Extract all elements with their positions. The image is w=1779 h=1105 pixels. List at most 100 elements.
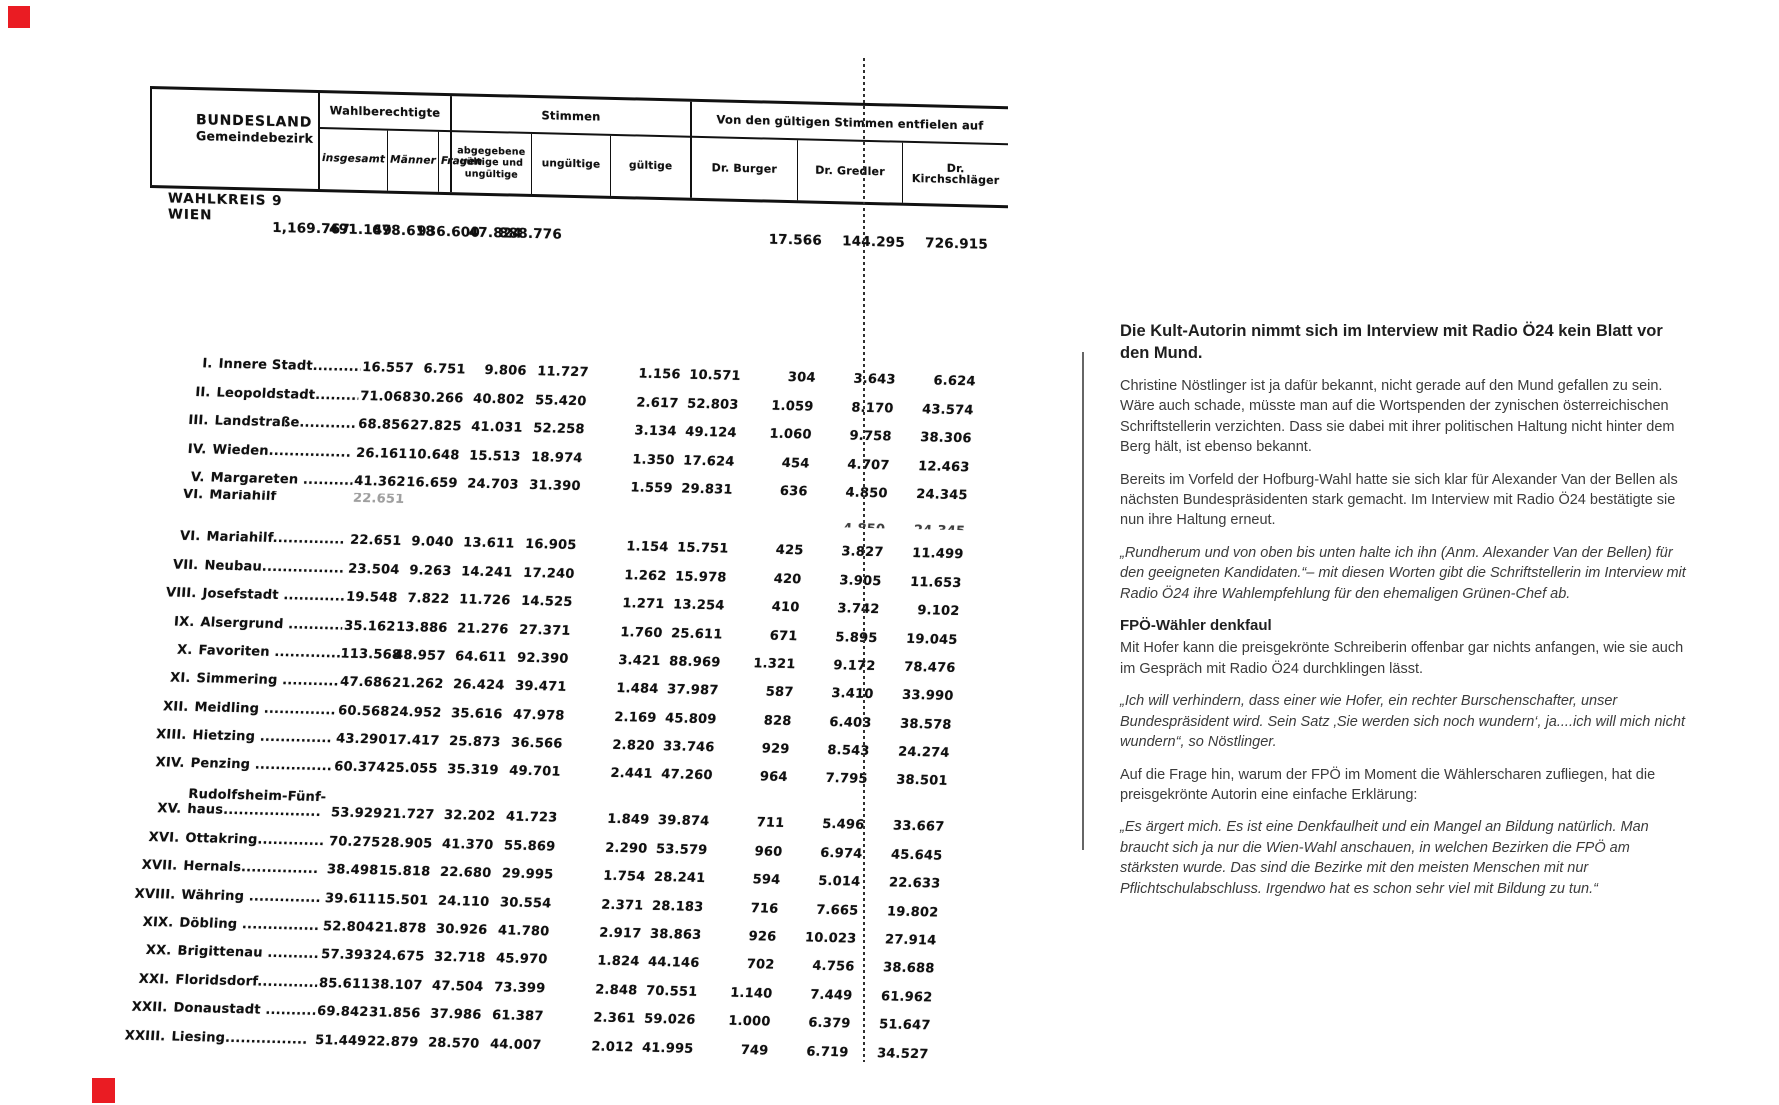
value-cell: 31.390 [528,477,582,495]
value-cell: 410 [771,599,800,616]
value-cell: 15.513 [468,448,522,465]
value-cell: 52.803 [686,396,740,413]
header-col-ungueltige: ungültige [530,133,611,196]
value-cell: 3.421 [617,652,662,669]
article-paragraphs: Christine Nöstlinger ist ja dafür bekann… [1120,376,1686,899]
value-cell: 25.611 [670,625,724,642]
value-cell: 64.611 [454,649,508,666]
value-cell: 7.449 [809,987,853,1004]
value-cell: 27.371 [518,622,572,639]
value-cell: 8.543 [826,743,871,760]
value-cell: 28.241 [653,870,706,887]
value-cell: 28.183 [651,898,704,915]
value-cell: 28.570 [427,1035,480,1052]
article-subheading: FPÖ-Wähler denkfaul [1120,617,1272,635]
value-cell: 3.410 [830,686,875,703]
value-cell: 7.665 [815,902,859,919]
header-group-kandidaten: Von den gültigen Stimmen entfielen auf D… [690,101,1009,206]
value-cell: 45.645 [890,847,943,864]
value-cell: 9.263 [408,562,452,579]
value-cell: 39.611 [324,890,377,907]
article-paragraph: Mit Hofer kann die preisgekrönte Schreib… [1120,640,1684,677]
district-number: VI. [179,529,201,545]
value-cell: 1.754 [602,868,646,885]
value-cell: 69.842 [316,1004,369,1021]
article-column: Die Kult-Autorin nimmt sich im Interview… [1120,320,1686,911]
value-cell: 6.379 [807,1015,851,1032]
value-cell: 41.362 [353,473,407,490]
header-group-stimmen: Stimmen abgegebene gültige und ungültige… [450,96,691,198]
value-cell: 1.140 [729,985,773,1002]
value-cell: 33.990 [901,688,955,705]
value-cell: 40.802 [472,391,526,408]
value-cell: 13.254 [672,597,725,614]
value-cell: 15.818 [378,863,431,880]
district-number: XVII. [141,858,178,874]
article-heading: Die Kult-Autorin nimmt sich im Interview… [1120,322,1663,362]
district-number: XIV. [155,755,186,772]
header-col-gueltige: gültige [610,135,691,198]
header-group2-title: Stimmen [452,96,690,138]
value-cell: 304 [787,370,817,387]
value-cell: 5.895 [834,629,879,646]
value-cell: 14.241 [460,564,513,581]
value-cell: 38.306 [919,430,973,447]
value-cell: 59.026 [643,1011,696,1029]
value-cell: 32.202 [443,808,496,825]
table-header: BUNDESLAND Gemeindebezirk Wahlberechtigt… [150,86,1009,209]
value-cell: 41.370 [441,836,494,853]
article-left-rule [1082,352,1084,850]
value-cell: 1.824 [596,953,640,970]
district-name: Liesing................ [170,1029,308,1048]
value-cell: 33.746 [662,739,716,756]
value-cell: 420 [773,571,802,588]
value-cell: 113.568 [339,646,402,663]
header-col-dr-kirchschlaeger: Dr. Kirchschläger [902,142,1009,206]
summary-value: 888.776 [499,225,562,243]
article-paragraph: „Es ärgert mich. Es ist eine Denkfaulhei… [1120,819,1649,897]
value-cell: 48.957 [393,647,447,664]
value-cell: 1.156 [637,366,682,383]
value-cell: 18.974 [530,449,584,466]
value-cell: 70.551 [645,983,698,1000]
value-cell: 10.648 [407,446,461,463]
value-cell: 71.068 [359,388,413,405]
district-number: XVIII. [134,886,176,903]
value-cell: 1.321 [752,656,797,673]
header-col-dr-burger: Dr. Burger [711,161,778,177]
red-marker-top-left [8,6,30,28]
value-cell: 22.633 [888,875,941,892]
value-cell: 26.424 [452,677,506,694]
value-cell: 28.905 [380,835,433,852]
value-cell: 1.000 [727,1013,771,1030]
value-cell: 454 [781,455,811,472]
value-cell: 44.007 [489,1036,542,1053]
value-cell: 2.617 [635,395,680,412]
value-cell: 47.260 [660,767,714,784]
value-cell: 38.578 [899,716,953,733]
district-number: VII. [172,557,199,573]
district-rows: I. Innere Stadt.......... 16.557 6.751 9.806… [101,342,1010,1063]
value-cell: 24.675 [372,948,425,965]
value-cell: 964 [759,769,789,786]
value-cell: 1.849 [606,812,650,829]
value-cell: 60.568 [337,703,391,720]
district-number: XV. [156,801,182,818]
value-cell: 39.874 [657,813,710,830]
header-group-wahlberechtigte: Wahlberechtigte insgesamt Männer Frauen [318,92,485,193]
district-number: IV. [187,441,208,457]
value-cell: 2.820 [611,737,656,754]
value-cell: 19.802 [886,904,939,921]
value-cell: 2.012 [590,1039,634,1055]
value-cell: 38.498 [326,862,379,879]
value-cell: 30.554 [499,894,552,912]
value-cell: 68.856 [357,417,411,434]
value-cell: 24.703 [466,476,520,493]
value-cell: 37.986 [429,1006,482,1024]
value-cell: 92.390 [516,650,570,667]
header-bundesland-line2: Gemeindebezirk [196,128,314,146]
value-cell: 6.403 [828,714,873,731]
value-cell: 24.110 [437,893,490,910]
value-cell: 38.863 [649,926,702,944]
